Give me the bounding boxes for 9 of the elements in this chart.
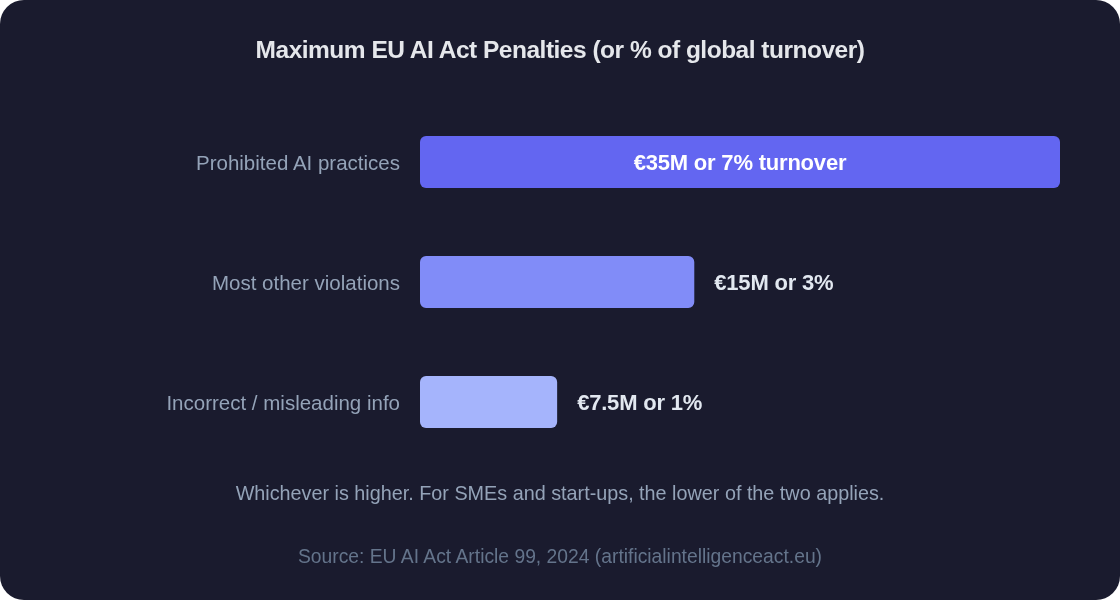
data-label: €35M or 7% turnover — [633, 149, 847, 175]
data-label: €15M or 3% — [714, 269, 834, 295]
source-note: Source: EU AI Act Article 99, 2024 (artificialintelligenceact.eu) — [296, 546, 824, 568]
y-tick-label: Most other violations — [211, 270, 400, 294]
text: Whichever is higher. For SMEs and start-ups, the lower of the two applies. — [234, 482, 886, 504]
data-label: €7.5M or 1% — [577, 389, 703, 415]
chart-title: Maximum EU AI Act Penalties (or % of global turnover) — [254, 36, 866, 64]
y-tick-label: Incorrect / misleading info — [166, 390, 400, 414]
y-tick-label: Prohibited AI practices — [196, 150, 400, 174]
